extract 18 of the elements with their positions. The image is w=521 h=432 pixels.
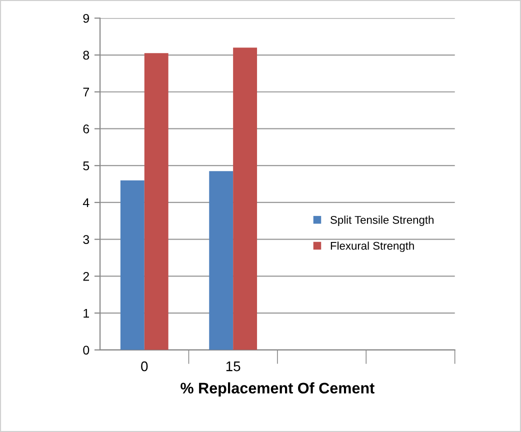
y-tick-label: 6 bbox=[83, 124, 90, 134]
bar bbox=[209, 171, 234, 350]
legend-label: Split Tensile Strength bbox=[330, 216, 434, 226]
y-tick-label: 7 bbox=[83, 88, 89, 96]
x-tick-label: 15 bbox=[226, 362, 240, 372]
x-axis-title: % Replacement Of Cement bbox=[180, 382, 374, 397]
y-tick-label: 9 bbox=[83, 14, 90, 23]
y-tick-label: 4 bbox=[82, 198, 90, 207]
y-tick-label: 8 bbox=[83, 50, 90, 60]
bar bbox=[144, 53, 168, 350]
legend-label: Flexural Strength bbox=[330, 242, 414, 252]
y-tick-label: 5 bbox=[83, 162, 90, 170]
bar bbox=[233, 48, 258, 350]
y-tick-label: 1 bbox=[84, 308, 90, 318]
y-tick-label: 3 bbox=[83, 235, 90, 244]
y-tick-label: 0 bbox=[83, 346, 90, 355]
bar bbox=[120, 180, 144, 350]
y-tick-label: 2 bbox=[83, 272, 89, 281]
